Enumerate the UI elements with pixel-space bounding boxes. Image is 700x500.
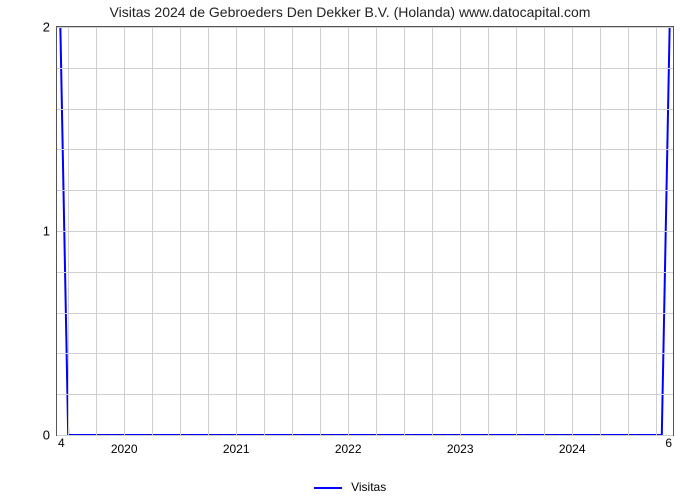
legend-swatch	[314, 487, 342, 489]
y-tick-label: 0	[10, 428, 50, 443]
y-tick-label: 1	[10, 224, 50, 239]
x-tick-label: 2021	[223, 442, 250, 456]
x-tick-label: 2024	[559, 442, 586, 456]
chart-title: Visitas 2024 de Gebroeders Den Dekker B.…	[0, 4, 700, 20]
chart-container: { "chart": { "type": "line", "title": "V…	[0, 0, 700, 500]
x-tick-label: 2020	[111, 442, 138, 456]
x-tick-label: 2022	[335, 442, 362, 456]
secondary-label-left: 4	[58, 436, 65, 450]
legend: Visitas	[0, 480, 700, 494]
y-tick-label: 2	[10, 20, 50, 35]
plot-area	[56, 26, 674, 436]
x-tick-label: 2023	[447, 442, 474, 456]
secondary-label-right: 6	[665, 436, 672, 450]
legend-label: Visitas	[351, 480, 386, 494]
